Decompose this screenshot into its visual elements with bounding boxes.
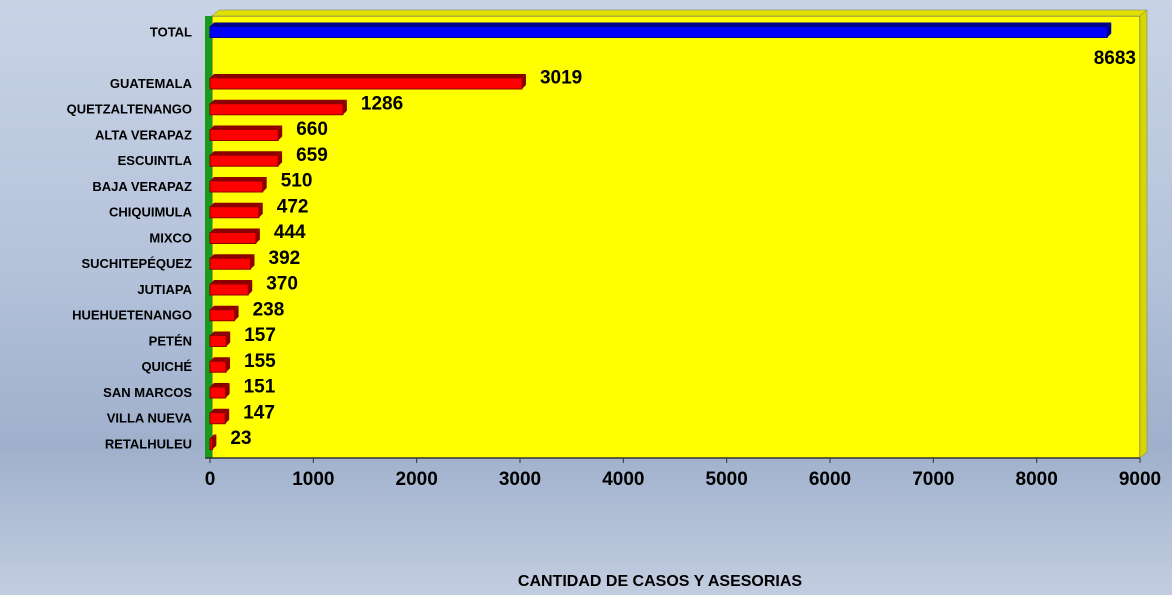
value-label: 155 — [244, 351, 276, 372]
bar — [210, 310, 235, 321]
y-tick-label: HUEHUETENANGO — [72, 308, 192, 323]
value-label: 3019 — [540, 68, 582, 89]
bar — [210, 155, 278, 166]
bar — [210, 27, 1107, 38]
bar — [210, 78, 522, 89]
y-tick-label: ALTA VERAPAZ — [95, 127, 192, 142]
y-tick-label: GUATEMALA — [110, 76, 193, 91]
value-label: 147 — [243, 402, 275, 423]
bar — [210, 104, 343, 115]
plot-top — [212, 10, 1147, 16]
bar — [210, 387, 226, 398]
bar-depth — [210, 229, 260, 233]
plot-side — [1140, 10, 1147, 458]
bar — [210, 258, 251, 269]
bar — [210, 130, 278, 141]
bar — [210, 284, 248, 295]
bar — [210, 207, 259, 218]
y-tick-label: JUTIAPA — [137, 282, 192, 297]
x-axis-title: CANTIDAD DE CASOS Y ASESORIAS — [518, 573, 803, 590]
x-tick-label: 4000 — [602, 469, 644, 490]
bar-depth — [210, 100, 347, 104]
bar — [210, 439, 212, 450]
value-label: 659 — [296, 145, 328, 166]
y-tick-label: QUETZALTENANGO — [67, 102, 192, 117]
bar — [210, 336, 226, 347]
y-tick-label: BAJA VERAPAZ — [92, 179, 192, 194]
y-tick-label: CHIQUIMULA — [109, 205, 193, 220]
x-tick-label: 0 — [205, 469, 216, 490]
bar-depth — [210, 74, 526, 78]
bar-depth — [210, 203, 263, 207]
value-label: 392 — [269, 248, 301, 269]
x-tick-label: 9000 — [1119, 469, 1161, 490]
value-label: 238 — [253, 299, 285, 320]
y-tick-label: VILLA NUEVA — [107, 411, 193, 426]
bar — [210, 361, 226, 372]
x-tick-label: 3000 — [499, 469, 541, 490]
bar-depth — [210, 306, 239, 310]
bar-depth — [210, 254, 255, 258]
bar-depth — [210, 23, 1111, 27]
x-tick-label: 8000 — [1016, 469, 1058, 490]
slide: CANTIDAD DE CASOS Y ASESORIAS 0 1000 2000 3… — [0, 0, 1172, 595]
x-tick-label: 7000 — [912, 469, 954, 490]
y-tick-label: ESCUINTLA — [118, 153, 193, 168]
x-tick-label: 1000 — [292, 469, 334, 490]
value-label: 1286 — [361, 93, 403, 114]
value-label: 444 — [274, 222, 306, 243]
y-tick-label: PETÉN — [149, 333, 192, 348]
value-label: 472 — [277, 196, 309, 217]
bar — [210, 181, 263, 192]
y-tick-label: MIXCO — [149, 230, 192, 245]
value-label: 23 — [230, 428, 251, 449]
y-tick-label: TOTAL — [150, 24, 192, 39]
x-tick-label: 5000 — [706, 469, 748, 490]
bar-depth — [210, 280, 252, 284]
value-label: 8683 — [1094, 48, 1136, 69]
chart: CANTIDAD DE CASOS Y ASESORIAS 0 1000 2000 3… — [0, 0, 1172, 595]
y-tick-label: SAN MARCOS — [103, 385, 192, 400]
bar — [210, 233, 256, 244]
value-label: 157 — [244, 325, 276, 346]
y-tick-label: SUCHITEPÉQUEZ — [81, 256, 192, 271]
x-tick-label: 2000 — [396, 469, 438, 490]
value-label: 660 — [296, 119, 328, 140]
bar-depth — [210, 126, 282, 130]
value-label: 510 — [281, 171, 313, 192]
y-tick-label: QUICHÉ — [141, 359, 192, 374]
bar — [210, 413, 225, 424]
bar-depth — [210, 151, 282, 155]
value-label: 370 — [266, 274, 298, 295]
bar-depth — [210, 177, 267, 181]
value-label: 151 — [244, 377, 276, 398]
x-tick-label: 6000 — [809, 469, 851, 490]
y-tick-label: RETALHULEU — [105, 436, 192, 451]
